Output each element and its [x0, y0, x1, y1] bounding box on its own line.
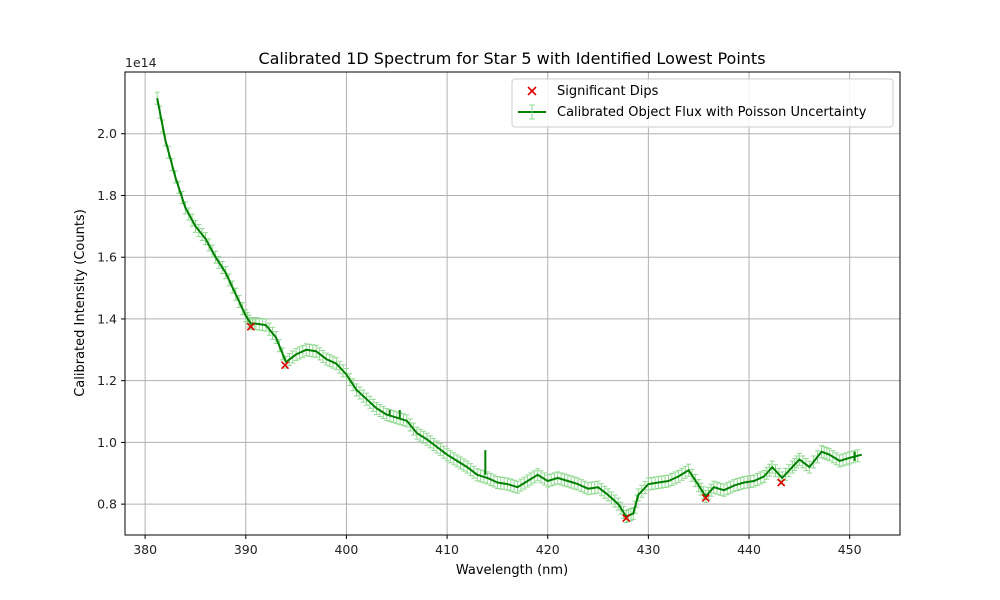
y-tick-label: 1.6 — [97, 250, 117, 265]
dip-marker — [246, 322, 255, 331]
x-tick-label: 430 — [636, 542, 660, 557]
x-tick-label: 400 — [334, 542, 358, 557]
y-tick-label: 2.0 — [97, 126, 117, 141]
x-tick-label: 450 — [838, 542, 862, 557]
x-tick-label: 440 — [737, 542, 761, 557]
dip-marker — [701, 493, 710, 503]
dip-marker — [777, 478, 786, 487]
y-axis-ticks: 0.8 1.0 1.2 1.4 1.6 1.8 2.0 — [97, 126, 125, 512]
y-tick-label: 1.0 — [97, 435, 117, 450]
x-axis-ticks: 380 390 400 410 420 430 440 450 — [133, 535, 862, 557]
legend: Significant Dips Calibrated Object Flux … — [511, 78, 894, 128]
y-tick-label: 1.8 — [97, 188, 117, 203]
y-offset-label: 1e14 — [125, 55, 157, 70]
flux-spikes — [388, 409, 856, 475]
y-axis-label: Calibrated Intensity (Counts) — [73, 209, 88, 397]
legend-label-flux: Calibrated Object Flux with Poisson Unce… — [557, 105, 867, 120]
legend-dip-marker — [527, 86, 537, 96]
y-tick-label: 1.4 — [97, 311, 117, 326]
x-axis-label: Wavelength (nm) — [456, 563, 568, 578]
x-tick-label: 380 — [133, 542, 157, 557]
grid-lines — [125, 72, 900, 535]
legend-box — [511, 78, 894, 128]
chart-title: Calibrated 1D Spectrum for Star 5 with I… — [258, 49, 765, 68]
legend-flux-marker — [518, 104, 546, 120]
x-tick-label: 410 — [435, 542, 459, 557]
plot-frame — [124, 71, 901, 536]
dip-markers — [246, 322, 786, 523]
flux-line — [156, 98, 863, 518]
dip-marker — [280, 361, 290, 370]
y-tick-label: 1.2 — [97, 373, 117, 388]
legend-label-dips: Significant Dips — [557, 84, 659, 99]
x-tick-label: 390 — [234, 542, 258, 557]
y-tick-label: 0.8 — [97, 497, 117, 512]
x-tick-label: 420 — [536, 542, 560, 557]
dip-marker — [622, 513, 631, 523]
